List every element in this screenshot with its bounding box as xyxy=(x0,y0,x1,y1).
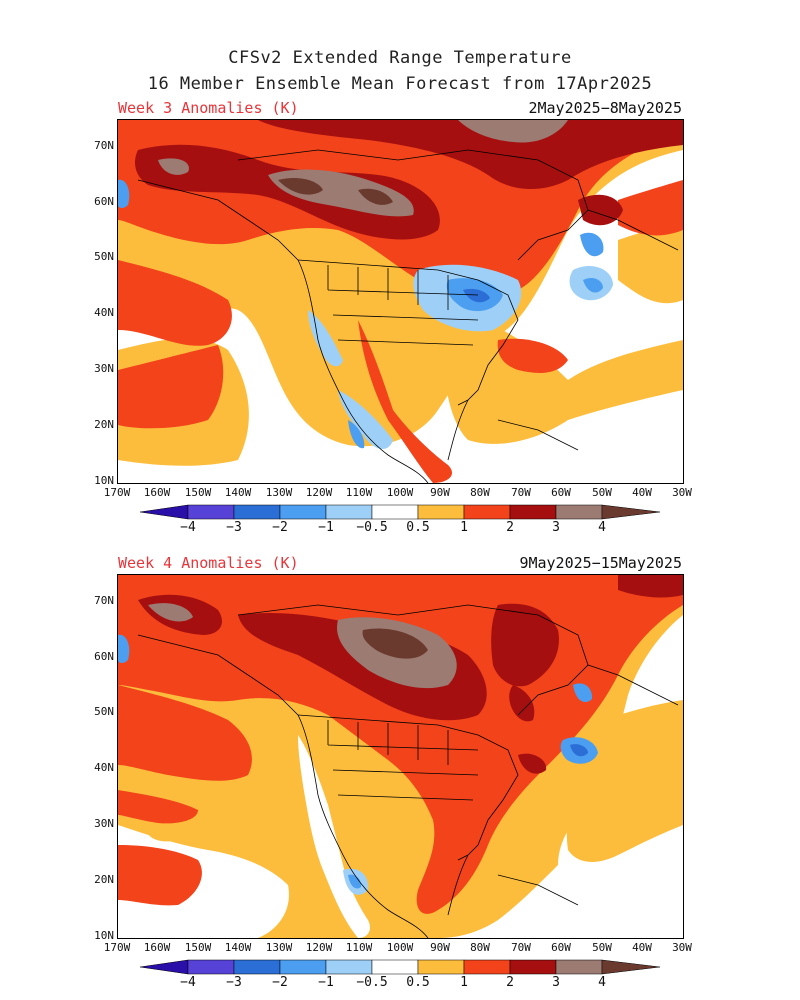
w3-cb-label-2: 2 xyxy=(506,520,514,535)
w4-cb-label-4: 4 xyxy=(598,975,606,990)
w3-lat-10n: 10N xyxy=(94,474,114,487)
w3-lon-40w: 40W xyxy=(632,486,652,499)
w4-lon-170w: 170W xyxy=(103,941,131,954)
w3-lat-50n: 50N xyxy=(94,250,114,263)
w3-lon-100w: 100W xyxy=(386,486,414,499)
w3-lon-60w: 60W xyxy=(551,486,571,499)
week3-label: Week 3 Anomalies (K) xyxy=(118,99,299,117)
w3-lon-160w: 160W xyxy=(143,486,171,499)
w4-cb-label-neg2: −2 xyxy=(272,975,288,990)
chart-title-line2: 16 Member Ensemble Mean Forecast from 17… xyxy=(147,74,653,94)
week4-date-range: 9May2025−15May2025 xyxy=(519,554,682,572)
w4-lat-70n: 70N xyxy=(94,594,114,607)
w3-cb-label-neg05: −0.5 xyxy=(356,520,388,535)
w4-cb-label-2: 2 xyxy=(506,975,514,990)
w4-cb-label-neg05: −0.5 xyxy=(356,975,388,990)
w4-lon-120w: 120W xyxy=(305,941,333,954)
w3-cb-label-neg4: −4 xyxy=(180,520,196,535)
w4-cb-label-3: 3 xyxy=(552,975,560,990)
w4-cb-label-neg3: −3 xyxy=(226,975,242,990)
w4-lon-80w: 80W xyxy=(470,941,490,954)
w4-lon-100w: 100W xyxy=(386,941,414,954)
w4-cb-label-1: 1 xyxy=(460,975,468,990)
w3-lat-60n: 60N xyxy=(94,195,114,208)
w3-lon-130w: 130W xyxy=(265,486,293,499)
w3-lon-50w: 50W xyxy=(592,486,612,499)
week3-anomaly-map xyxy=(118,120,683,483)
w3-lon-80w: 80W xyxy=(470,486,490,499)
week3-date-range: 2May2025−8May2025 xyxy=(528,99,682,117)
week3-map-panel xyxy=(117,119,684,484)
w3-cb-label-4: 4 xyxy=(598,520,606,535)
w3-lon-110w: 110W xyxy=(345,486,373,499)
week4-label: Week 4 Anomalies (K) xyxy=(118,554,299,572)
w3-lon-70w: 70W xyxy=(511,486,531,499)
w4-lat-60n: 60N xyxy=(94,650,114,663)
w3-cb-label-05: 0.5 xyxy=(406,520,430,535)
w3-cb-label-1: 1 xyxy=(460,520,468,535)
w4-lon-160w: 160W xyxy=(143,941,171,954)
w4-cb-label-neg4: −4 xyxy=(180,975,196,990)
w4-lon-70w: 70W xyxy=(511,941,531,954)
w3-cb-label-neg3: −3 xyxy=(226,520,242,535)
w3-lon-30w: 30W xyxy=(672,486,692,499)
w4-lon-150w: 150W xyxy=(184,941,212,954)
w3-lon-150w: 150W xyxy=(184,486,212,499)
w4-cb-label-neg1: −1 xyxy=(318,975,334,990)
w4-lon-130w: 130W xyxy=(265,941,293,954)
w4-lon-90w: 90W xyxy=(430,941,450,954)
week4-colorbar xyxy=(140,959,660,975)
chart-title-line1: CFSv2 Extended Range Temperature xyxy=(228,48,572,68)
w4-cb-label-05: 0.5 xyxy=(406,975,430,990)
w3-cb-label-neg1: −1 xyxy=(318,520,334,535)
w4-lat-20n: 20N xyxy=(94,873,114,886)
w4-lat-30n: 30N xyxy=(94,817,114,830)
week4-map-panel xyxy=(117,574,684,939)
week4-anomaly-map xyxy=(118,575,683,938)
w3-lon-170w: 170W xyxy=(103,486,131,499)
w4-lon-60w: 60W xyxy=(551,941,571,954)
w4-lon-50w: 50W xyxy=(592,941,612,954)
w3-lat-70n: 70N xyxy=(94,139,114,152)
w4-lat-50n: 50N xyxy=(94,705,114,718)
w3-lat-20n: 20N xyxy=(94,418,114,431)
w3-lat-40n: 40N xyxy=(94,306,114,319)
w3-cb-label-neg2: −2 xyxy=(272,520,288,535)
w4-lat-40n: 40N xyxy=(94,761,114,774)
w4-lon-110w: 110W xyxy=(345,941,373,954)
w3-cb-label-3: 3 xyxy=(552,520,560,535)
w4-lon-30w: 30W xyxy=(672,941,692,954)
w4-lon-40w: 40W xyxy=(632,941,652,954)
w4-lon-140w: 140W xyxy=(224,941,252,954)
w3-lon-90w: 90W xyxy=(430,486,450,499)
w3-lon-140w: 140W xyxy=(224,486,252,499)
w3-lat-30n: 30N xyxy=(94,362,114,375)
week3-colorbar xyxy=(140,504,660,520)
w4-lat-10n: 10N xyxy=(94,929,114,942)
w3-lon-120w: 120W xyxy=(305,486,333,499)
